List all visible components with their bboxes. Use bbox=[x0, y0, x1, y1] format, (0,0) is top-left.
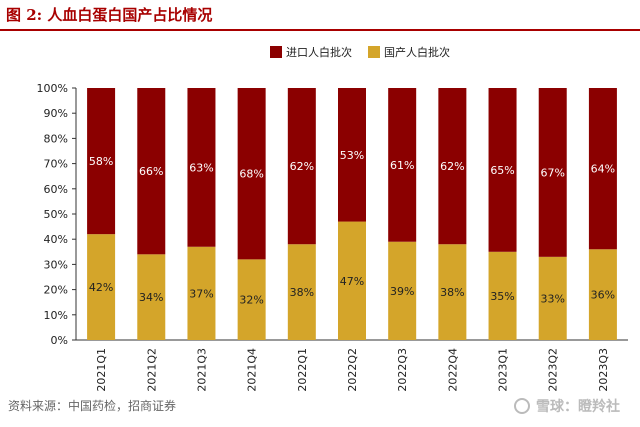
y-tick-label: 100% bbox=[37, 82, 68, 95]
bar-imported bbox=[87, 88, 116, 235]
snowball-logo-icon bbox=[514, 398, 530, 414]
y-tick-label: 90% bbox=[44, 107, 68, 120]
bar-imported bbox=[588, 88, 617, 250]
source-note: 资料来源：中国药检，招商证券 bbox=[8, 399, 177, 413]
data-label-imported: 53% bbox=[340, 149, 364, 162]
bar-imported bbox=[388, 88, 417, 242]
legend-swatch-imported bbox=[270, 46, 282, 58]
bar-imported bbox=[137, 88, 166, 255]
data-label-domestic: 34% bbox=[139, 291, 163, 304]
x-tick-label: 2023Q1 bbox=[497, 348, 510, 392]
data-label-domestic: 47% bbox=[340, 275, 364, 288]
x-tick-label: 2021Q1 bbox=[95, 348, 108, 392]
bar-domestic bbox=[538, 256, 567, 340]
data-label-domestic: 35% bbox=[490, 290, 514, 303]
bar-imported bbox=[338, 88, 366, 222]
data-label-imported: 64% bbox=[591, 163, 615, 176]
bar-imported bbox=[438, 88, 467, 245]
data-label-domestic: 38% bbox=[440, 286, 464, 299]
legend-label-domestic: 国产人白批次 bbox=[384, 46, 450, 59]
data-label-domestic: 32% bbox=[239, 294, 263, 307]
x-tick-label: 2023Q2 bbox=[547, 348, 560, 392]
x-tick-label: 2022Q3 bbox=[396, 348, 409, 392]
bar-imported bbox=[488, 88, 517, 252]
y-tick-label: 40% bbox=[44, 233, 68, 246]
bar-domestic bbox=[438, 244, 467, 340]
bar-imported bbox=[538, 88, 567, 257]
bar-domestic bbox=[388, 241, 417, 340]
bar-imported bbox=[287, 88, 316, 245]
legend-swatch-domestic bbox=[368, 46, 380, 58]
y-tick-label: 20% bbox=[44, 284, 68, 297]
watermark: 雪球：瞪羚社 bbox=[514, 396, 620, 416]
data-label-imported: 67% bbox=[541, 166, 565, 179]
data-label-domestic: 42% bbox=[89, 281, 113, 294]
data-label-imported: 62% bbox=[440, 160, 464, 173]
bar-imported bbox=[187, 88, 216, 247]
data-label-domestic: 33% bbox=[541, 292, 565, 305]
y-tick-label: 30% bbox=[44, 258, 68, 271]
y-tick-label: 50% bbox=[44, 208, 68, 221]
y-tick-label: 0% bbox=[51, 334, 68, 347]
bar-domestic bbox=[237, 259, 266, 340]
figure-title: 图 2: 人血白蛋白国产占比情况 bbox=[6, 6, 213, 24]
x-tick-label: 2021Q2 bbox=[145, 348, 158, 392]
data-label-imported: 68% bbox=[239, 168, 263, 181]
watermark-text: 雪球：瞪羚社 bbox=[536, 399, 620, 415]
bar-domestic bbox=[287, 244, 316, 340]
legend-label-imported: 进口人白批次 bbox=[286, 46, 352, 59]
data-label-imported: 58% bbox=[89, 155, 113, 168]
x-tick-label: 2023Q3 bbox=[597, 348, 610, 392]
chart-legend: 进口人白批次 国产人白批次 bbox=[270, 44, 466, 60]
y-tick-label: 60% bbox=[44, 183, 68, 196]
bar-domestic bbox=[588, 249, 617, 340]
data-label-imported: 61% bbox=[390, 159, 414, 172]
data-label-imported: 65% bbox=[490, 164, 514, 177]
bar-domestic bbox=[488, 251, 517, 340]
data-label-domestic: 38% bbox=[290, 286, 314, 299]
data-label-imported: 63% bbox=[189, 161, 213, 174]
title-rule bbox=[0, 29, 640, 31]
x-tick-label: 2021Q4 bbox=[246, 348, 259, 392]
bar-imported bbox=[237, 88, 266, 260]
y-tick-label: 70% bbox=[44, 158, 68, 171]
data-label-domestic: 39% bbox=[390, 285, 414, 298]
data-label-imported: 62% bbox=[290, 160, 314, 173]
data-label-domestic: 37% bbox=[189, 287, 213, 300]
bar-domestic bbox=[137, 254, 166, 340]
bar-domestic bbox=[87, 234, 116, 340]
legend-item-imported: 进口人白批次 bbox=[270, 44, 352, 60]
x-tick-label: 2022Q2 bbox=[346, 348, 359, 392]
y-tick-label: 80% bbox=[44, 132, 68, 145]
y-tick-label: 10% bbox=[44, 309, 68, 322]
data-label-imported: 66% bbox=[139, 165, 163, 178]
x-tick-label: 2021Q3 bbox=[195, 348, 208, 392]
legend-item-domestic: 国产人白批次 bbox=[368, 44, 450, 60]
x-tick-label: 2022Q4 bbox=[446, 348, 459, 392]
bar-domestic bbox=[187, 246, 216, 340]
bar-domestic bbox=[338, 221, 366, 340]
data-label-domestic: 36% bbox=[591, 289, 615, 302]
x-tick-label: 2022Q1 bbox=[296, 348, 309, 392]
